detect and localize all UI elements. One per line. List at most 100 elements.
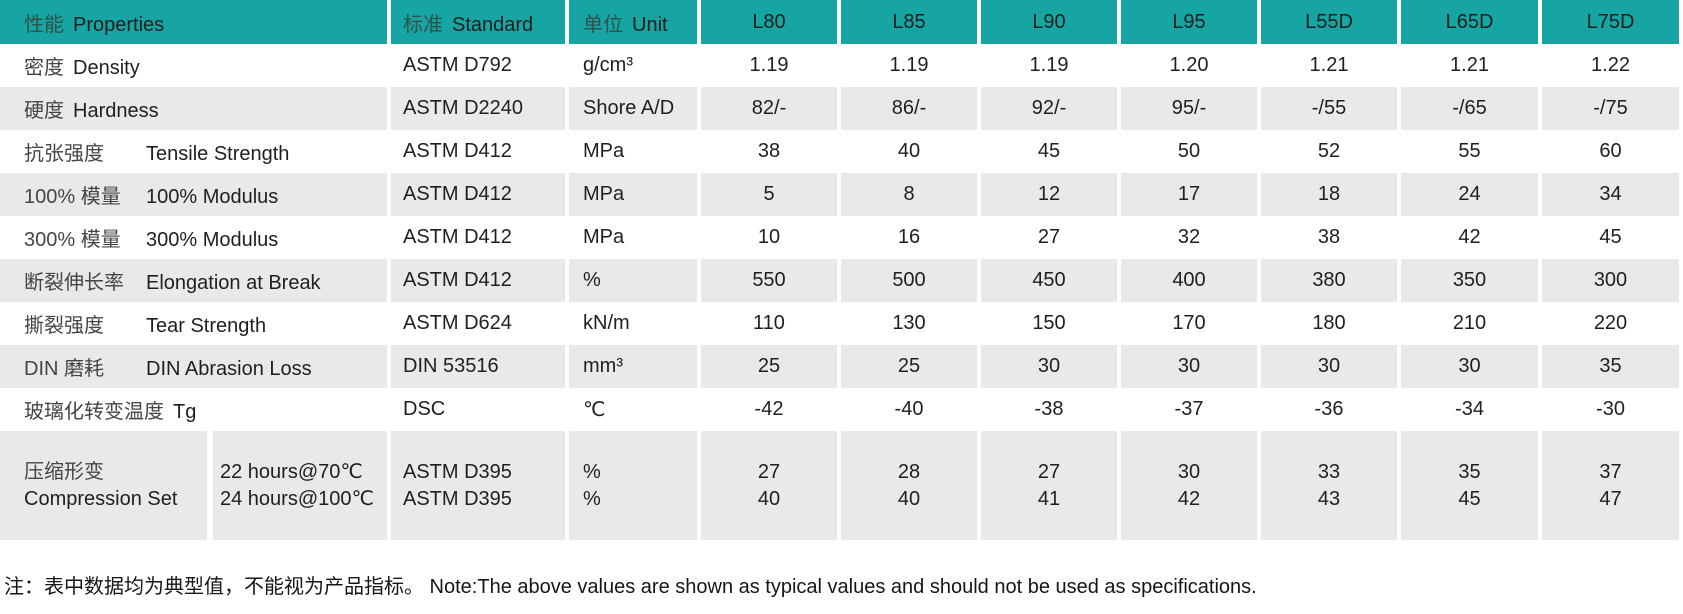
value-cell: 86/- (841, 87, 977, 130)
value-cell: 38 (701, 130, 837, 173)
property-en: Tear Strength (146, 315, 267, 337)
standard-line: ASTM D395 (403, 487, 512, 510)
property-en: 300% Modulus (146, 229, 279, 251)
unit-cell: % (569, 259, 697, 302)
property-cn: 玻璃化转变温度 (24, 401, 164, 423)
unit-cell: MPa (569, 216, 697, 259)
value-cell: 32 (1121, 216, 1257, 259)
value-line: 40 (757, 487, 781, 510)
value-cell: -37 (1121, 388, 1257, 431)
value-cell: 450 (981, 259, 1117, 302)
value-cell: 1.19 (841, 44, 977, 87)
value-cell: 300 (1542, 259, 1679, 302)
row-tear-strength: 撕裂强度 Tear Strength ASTM D624 kN/m 110 130… (0, 302, 1679, 345)
value-cell: 45 (981, 130, 1117, 173)
standard-cell: DIN 53516 (391, 345, 565, 388)
row-hardness: 硬度 Hardness ASTM D2240 Shore A/D 82/- 86/… (0, 87, 1679, 130)
footnote: 注：表中数据均为典型值，不能视为产品指标。 Note:The above val… (4, 576, 1257, 598)
value-cell: 1.21 (1261, 44, 1397, 87)
col-header-standard: 标准 Standard (391, 0, 565, 44)
value-line: 43 (1317, 487, 1341, 510)
value-cell: 60 (1542, 130, 1679, 173)
property-en: Elongation at Break (146, 272, 321, 294)
value-cell: 55 (1401, 130, 1538, 173)
property-cell: 玻璃化转变温度 Tg (0, 388, 387, 431)
value-cell: 35 45 (1401, 431, 1538, 540)
value-cell: 12 (981, 173, 1117, 216)
value-cell: 130 (841, 302, 977, 345)
property-en: Compression Set (24, 487, 178, 510)
row-elongation: 断裂伸长率 Elongation at Break ASTM D412 % 550… (0, 259, 1679, 302)
value-cell: 500 (841, 259, 977, 302)
property-en: Tensile Strength (146, 143, 290, 165)
property-cn: 抗张强度 (24, 143, 104, 165)
value-line: 37 (1599, 460, 1622, 483)
value-line: 42 (1177, 487, 1201, 510)
property-cn: 压缩形变 (24, 460, 104, 483)
value-cell: 380 (1261, 259, 1397, 302)
col-header-unit-cn: 单位 (583, 13, 623, 36)
value-cell: 1.20 (1121, 44, 1257, 87)
value-line: 27 (757, 460, 781, 483)
row-density: 密度 Density ASTM D792 g/cm³ 1.19 1.19 1.19… (0, 44, 1679, 87)
property-cn: DIN 磨耗 (24, 358, 104, 380)
unit-cell: ℃ (569, 388, 697, 431)
value-cell: -/55 (1261, 87, 1397, 130)
value-cell: 1.22 (1542, 44, 1679, 87)
unit-cell: kN/m (569, 302, 697, 345)
value-cell: 27 41 (981, 431, 1117, 540)
property-cn: 100% 模量 (24, 186, 121, 208)
col-header-properties-cn: 性能 (24, 13, 64, 36)
value-cell: 10 (701, 216, 837, 259)
row-300-modulus: 300% 模量 300% Modulus ASTM D412 MPa 10 16 … (0, 216, 1679, 259)
property-cell-compression: 压缩形变 Compression Set 22 hours@70℃ 24 hou… (0, 431, 387, 540)
property-en: Density (73, 57, 140, 79)
value-cell: 34 (1542, 173, 1679, 216)
value-cell: 150 (981, 302, 1117, 345)
value-cell: 16 (841, 216, 977, 259)
value-cell: 210 (1401, 302, 1538, 345)
col-header-grade-l75d: L75D (1542, 0, 1679, 44)
unit-cell: g/cm³ (569, 44, 697, 87)
standard-line: ASTM D395 (403, 460, 512, 483)
standard-cell: ASTM D395 ASTM D395 (391, 431, 565, 540)
standard-cell: ASTM D2240 (391, 87, 565, 130)
property-en: Tg (173, 401, 197, 423)
row-din-abrasion: DIN 磨耗 DIN Abrasion Loss DIN 53516 mm³ 25… (0, 345, 1679, 388)
value-cell: 25 (841, 345, 977, 388)
value-cell: 180 (1261, 302, 1397, 345)
value-cell: -34 (1401, 388, 1538, 431)
cell-divider (207, 431, 213, 540)
value-cell: -40 (841, 388, 977, 431)
value-cell: 400 (1121, 259, 1257, 302)
value-cell: -/65 (1401, 87, 1538, 130)
condition-line: 24 hours@100℃ (220, 487, 374, 510)
value-cell: 25 (701, 345, 837, 388)
col-header-grade-l80: L80 (701, 0, 837, 44)
property-en: 100% Modulus (146, 186, 279, 208)
value-cell: 27 40 (701, 431, 837, 540)
standard-cell: DSC (391, 388, 565, 431)
row-compression-set: 压缩形变 Compression Set 22 hours@70℃ 24 hou… (0, 431, 1679, 540)
value-cell: -38 (981, 388, 1117, 431)
compression-label: 压缩形变 Compression Set (0, 431, 207, 540)
value-cell: -30 (1542, 388, 1679, 431)
property-cell: 密度 Density (0, 44, 387, 87)
value-cell: 28 40 (841, 431, 977, 540)
value-line: 40 (897, 487, 921, 510)
value-cell: 45 (1542, 216, 1679, 259)
property-cn: 撕裂强度 (24, 315, 104, 337)
property-cell: 300% 模量 300% Modulus (0, 216, 387, 259)
unit-cell: % % (569, 431, 697, 540)
unit-cell: mm³ (569, 345, 697, 388)
compression-conditions: 22 hours@70℃ 24 hours@100℃ (213, 431, 387, 540)
value-line: 27 (1037, 460, 1061, 483)
value-cell: 24 (1401, 173, 1538, 216)
property-en: DIN Abrasion Loss (146, 358, 312, 380)
col-header-unit-en: Unit (632, 13, 668, 36)
value-cell: 92/- (981, 87, 1117, 130)
table-header-row: 性能 Properties 标准 Standard 单位 Unit L80 L85 L… (0, 0, 1679, 44)
value-cell: 40 (841, 130, 977, 173)
value-cell: 42 (1401, 216, 1538, 259)
